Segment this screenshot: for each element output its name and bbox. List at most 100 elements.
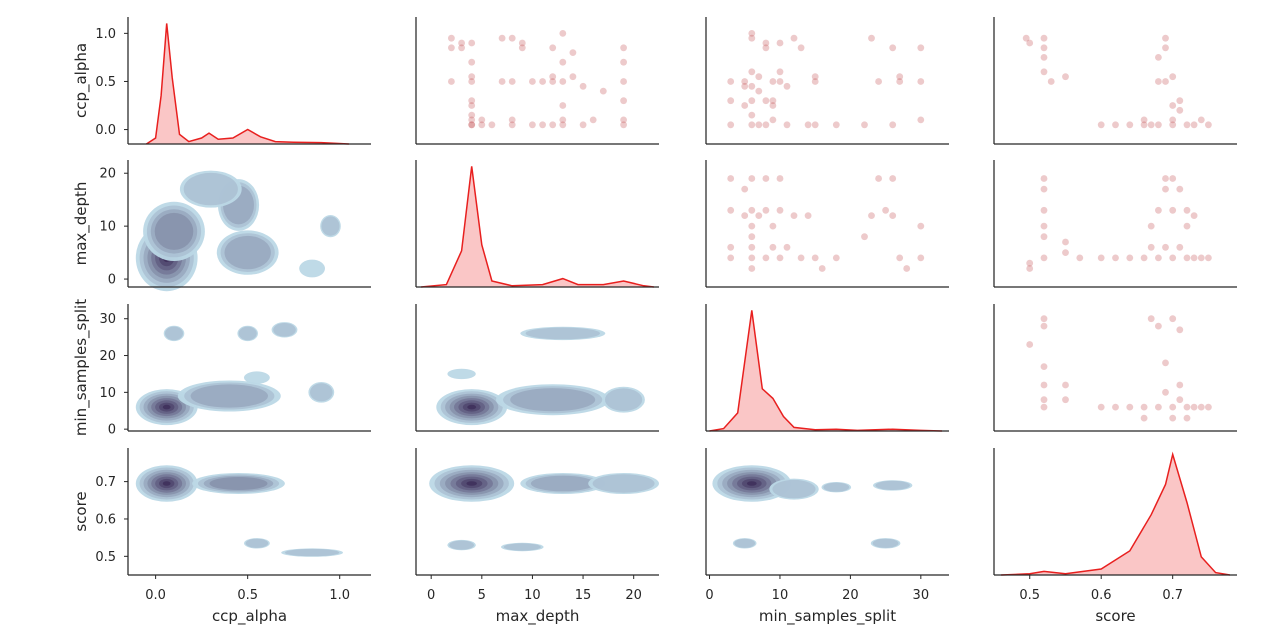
scatter-point (1126, 254, 1134, 262)
scatter-point (1162, 185, 1169, 193)
scatter-point (508, 121, 516, 129)
scatter-point (1140, 414, 1148, 422)
scatter-point (903, 265, 911, 272)
scatter-point (1176, 185, 1184, 193)
scatter-point (478, 116, 486, 124)
kde-fill-ccp_alpha (146, 23, 349, 144)
scatter-point (1040, 322, 1048, 330)
scatter-point (468, 39, 476, 47)
scatter-point (776, 78, 784, 85)
panel-ccp_alpha-vs-min_samples_split (705, 17, 949, 145)
kde-contour-level (285, 548, 340, 557)
scatter-point (468, 78, 476, 85)
scatter-point (1183, 403, 1191, 411)
scatter-point (1026, 39, 1034, 47)
x-tick-label: 30 (913, 588, 930, 603)
scatter-point (776, 68, 784, 76)
kde-contour-level (162, 404, 171, 410)
x-tick-label: 0.7 (1162, 588, 1183, 603)
scatter-point (1183, 121, 1191, 129)
scatter-point (1155, 121, 1162, 129)
scatter-point (755, 212, 763, 220)
kde-contour-level (321, 216, 340, 236)
scatter-point (889, 44, 897, 52)
scatter-point (1062, 381, 1069, 389)
scatter-point (1026, 265, 1034, 272)
scatter-point (1040, 68, 1048, 76)
y-axis-title-ccp_alpha: ccp_alpha (72, 43, 91, 118)
scatter-point (804, 212, 812, 220)
kde-contour-level (245, 538, 269, 548)
kde-contour-level (224, 235, 271, 270)
scatter-point (508, 78, 516, 85)
scatter-point (1147, 315, 1155, 323)
scatter-point (579, 82, 587, 90)
scatter-point (748, 34, 756, 42)
scatter-point (748, 243, 756, 251)
scatter-point (1169, 175, 1177, 182)
scatter-point (1062, 238, 1069, 246)
panel-score-vs-max_depth: 0 5 10 15 20 max_depth (415, 448, 659, 626)
scatter-point (748, 111, 756, 119)
scatter-point (1162, 34, 1169, 42)
scatter-point (762, 39, 770, 47)
scatter-point (776, 175, 784, 182)
kde-contour-level (875, 480, 910, 490)
scatter-point (508, 34, 516, 42)
kde-contour-level (190, 384, 268, 408)
y-axis-title-score: score (72, 491, 90, 531)
scatter-point (748, 175, 756, 182)
scatter-point (559, 58, 567, 66)
kde-line-max_depth (421, 166, 654, 288)
kde-contour-level (447, 368, 476, 380)
scatter-point (1190, 212, 1198, 220)
scatter-point (549, 73, 557, 81)
x-tick-label: 0.6 (1091, 588, 1112, 603)
x-tick-label: 20 (842, 588, 859, 603)
scatter-point (1205, 121, 1212, 129)
scatter-point (448, 44, 455, 52)
scatter-point (762, 175, 770, 182)
scatter-point (889, 175, 897, 182)
scatter-point (861, 233, 868, 241)
scatter-point (727, 175, 735, 182)
scatter-point (1169, 121, 1177, 129)
scatter-point (1097, 254, 1105, 262)
scatter-point (468, 121, 476, 129)
scatter-point (1183, 414, 1191, 422)
kde-contour-level (772, 479, 816, 499)
x-tick-label: 0.5 (237, 588, 258, 603)
scatter-point (776, 39, 784, 47)
scatter-point (539, 78, 546, 85)
scatter-point (762, 44, 770, 52)
scatter-point (818, 265, 826, 272)
x-axis-title-min_samples_split: min_samples_split (759, 607, 896, 626)
scatter-point (579, 121, 587, 129)
scatter-point (769, 102, 777, 109)
kde-contour-level (466, 481, 478, 486)
scatter-point (1205, 254, 1212, 262)
scatter-point (1183, 222, 1191, 230)
scatter-point (1140, 403, 1148, 411)
y-axis-title-max_depth: max_depth (72, 182, 91, 266)
scatter-point (762, 254, 770, 262)
scatter-point (620, 116, 627, 124)
scatter-point (755, 121, 763, 129)
kde-fill-max_depth (421, 166, 654, 287)
scatter-point (1155, 403, 1162, 411)
scatter-point (620, 121, 627, 129)
scatter-point (1169, 206, 1177, 214)
kde-contour-level (209, 477, 268, 490)
kde-contour-level (154, 212, 194, 250)
scatter-point (1040, 206, 1048, 214)
scatter-point (727, 121, 735, 129)
panel-score-vs-min_samples_split: 0 10 20 30 min_samples_split (705, 448, 949, 626)
scatter-point (1176, 97, 1184, 105)
scatter-point (741, 212, 749, 220)
scatter-point (1126, 403, 1134, 411)
kde-contour-level (592, 474, 655, 493)
scatter-point (1047, 78, 1055, 85)
scatter-point (748, 254, 756, 262)
scatter-point (1140, 254, 1148, 262)
scatter-point (1183, 254, 1191, 262)
